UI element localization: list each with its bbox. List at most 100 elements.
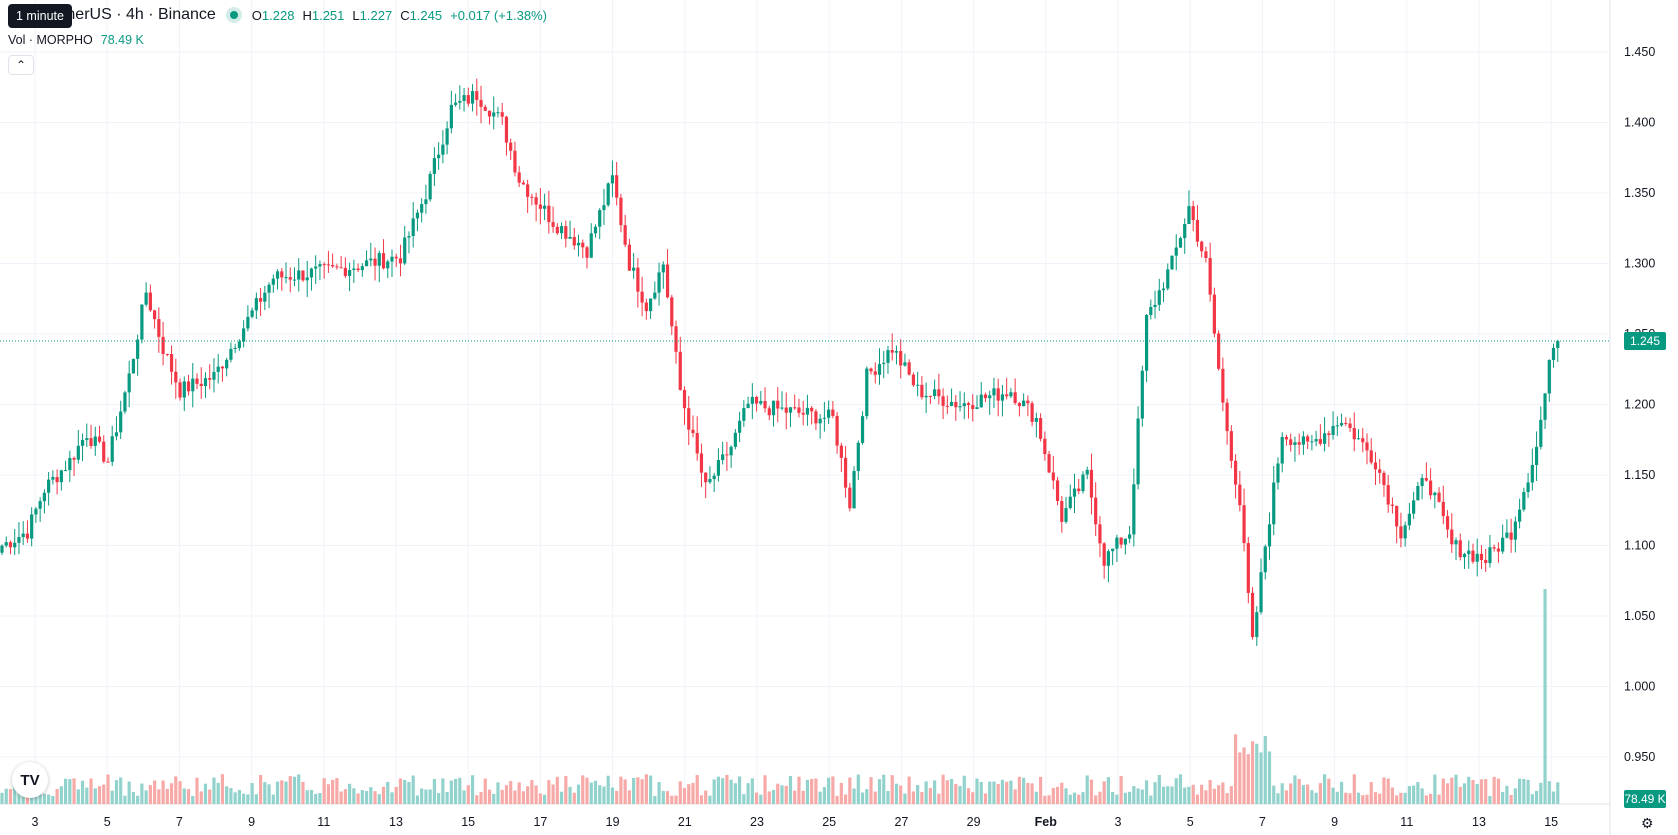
- candle-body: [1445, 516, 1450, 530]
- volume-bar: [1369, 782, 1373, 804]
- volume-bar: [623, 779, 627, 804]
- volume-bar: [517, 782, 521, 804]
- candle-body: [682, 389, 687, 409]
- candle-body: [911, 374, 916, 386]
- candle-body: [394, 256, 398, 259]
- candle-body: [462, 95, 466, 101]
- candle-body: [55, 477, 59, 483]
- volume-bar: [1178, 774, 1183, 804]
- volume-bar: [305, 790, 309, 804]
- volume-bar: [428, 789, 432, 804]
- candle-body: [1496, 548, 1501, 552]
- volume-bar: [996, 784, 1000, 804]
- candle-body: [1140, 370, 1144, 419]
- volume-bar: [364, 790, 369, 804]
- volume-bar: [1433, 774, 1437, 804]
- candle-body: [1157, 290, 1161, 305]
- volume-bar: [937, 793, 941, 804]
- volume-bar: [424, 789, 428, 804]
- candle-body: [449, 104, 453, 129]
- volume-bar: [661, 790, 665, 804]
- x-tick-label: 9: [1331, 815, 1338, 829]
- candle-body: [1081, 474, 1085, 492]
- candle-body: [1051, 472, 1055, 481]
- candle-body: [140, 304, 144, 340]
- settings-gear-icon[interactable]: ⚙: [1641, 815, 1654, 831]
- candle-body: [670, 297, 674, 327]
- chevron-up-icon: ⌃: [15, 58, 27, 72]
- volume-bar: [839, 782, 843, 804]
- candle-body: [805, 407, 810, 415]
- candle-body: [182, 381, 186, 398]
- candle-body: [1068, 496, 1072, 509]
- candle-body: [1382, 472, 1386, 486]
- candle-body: [157, 319, 161, 337]
- volume-bar: [1484, 779, 1488, 804]
- volume-bar: [924, 781, 928, 804]
- volume-bar: [780, 785, 784, 804]
- volume-bar: [470, 775, 475, 804]
- volume-bar: [475, 795, 479, 804]
- volume-bar: [1047, 795, 1051, 804]
- volume-bar: [818, 791, 822, 804]
- candle-body: [848, 487, 852, 509]
- candle-body: [208, 378, 212, 380]
- candle-body: [1280, 436, 1284, 464]
- y-tick-label: 1.450: [1624, 45, 1655, 59]
- candle-body: [1428, 480, 1433, 496]
- volume-bar: [1255, 743, 1259, 804]
- volume-bar: [1017, 776, 1021, 804]
- volume-bar: [945, 780, 949, 804]
- volume-bar: [445, 791, 449, 804]
- volume-value: 78.49 K: [100, 33, 144, 47]
- volume-bar: [102, 784, 106, 804]
- candle-body: [928, 395, 932, 397]
- candle-body: [1556, 341, 1560, 348]
- candle-body: [17, 537, 21, 543]
- tradingview-logo-icon[interactable]: TV: [12, 762, 48, 798]
- volume-bar: [572, 792, 576, 804]
- volume-bar: [1166, 786, 1170, 804]
- volume-bar: [538, 793, 542, 804]
- candle-body: [271, 278, 275, 285]
- candle-body: [1225, 402, 1229, 432]
- volume-bar: [1488, 795, 1492, 804]
- volume-label[interactable]: Vol · MORPHO: [8, 33, 93, 47]
- volume-bar: [771, 789, 776, 804]
- volume-bar: [716, 776, 721, 804]
- high-value: 1.251: [311, 7, 345, 23]
- candle-body: [572, 236, 576, 246]
- collapse-legend-button[interactable]: ⌃: [8, 55, 34, 75]
- volume-bar: [483, 778, 487, 804]
- volume-bar: [1327, 778, 1331, 804]
- volume-bar: [920, 792, 924, 804]
- candle-body: [479, 99, 483, 107]
- candle-body: [254, 298, 258, 311]
- volume-bar: [814, 778, 818, 804]
- volume-bar: [708, 795, 712, 804]
- volume-bar: [509, 781, 513, 804]
- candle-body: [1365, 442, 1369, 451]
- candle-body: [8, 542, 13, 548]
- volume-bar: [1259, 752, 1263, 804]
- candle-body: [1013, 392, 1017, 404]
- volume-bar: [322, 778, 326, 804]
- candle-body: [1077, 488, 1081, 492]
- candle-body: [763, 401, 767, 409]
- volume-bar: [246, 794, 250, 804]
- candle-body: [335, 266, 339, 268]
- candle-body: [72, 457, 76, 460]
- volume-bar: [229, 788, 233, 804]
- volume-bar: [1140, 789, 1144, 804]
- candle-body: [475, 91, 479, 100]
- candle-body: [1128, 534, 1132, 539]
- candle-body: [97, 436, 102, 442]
- volume-bar: [1263, 736, 1267, 804]
- volume-bar: [1191, 784, 1195, 804]
- volume-bar: [1115, 794, 1119, 804]
- last-price-label: 1.245: [1624, 332, 1666, 351]
- candle-body: [1094, 497, 1098, 525]
- candle-body: [318, 264, 322, 267]
- volume-bar: [1454, 774, 1458, 804]
